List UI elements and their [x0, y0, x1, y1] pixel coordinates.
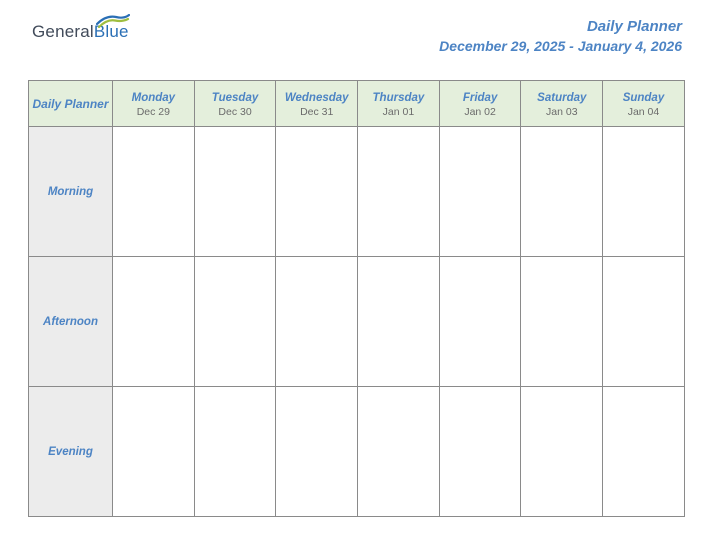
day-date: Dec 30	[195, 106, 276, 118]
header: GeneralBlue Daily Planner December 29, 2…	[0, 0, 712, 72]
cell	[276, 127, 358, 257]
cell	[603, 257, 685, 387]
corner-label: Daily Planner	[29, 81, 113, 127]
cell	[521, 387, 603, 517]
day-name: Monday	[113, 92, 194, 104]
cell	[358, 257, 440, 387]
cell	[521, 257, 603, 387]
cell	[358, 127, 440, 257]
period-label-evening: Evening	[29, 387, 113, 517]
page-title: Daily Planner	[439, 18, 682, 35]
day-header-thu: Thursday Jan 01	[358, 81, 440, 127]
day-name: Friday	[440, 92, 521, 104]
cell	[439, 257, 521, 387]
period-label-morning: Morning	[29, 127, 113, 257]
day-name: Sunday	[603, 92, 684, 104]
cell	[276, 257, 358, 387]
cell	[113, 127, 195, 257]
logo-text-general: General	[32, 22, 94, 41]
day-name: Wednesday	[276, 92, 357, 104]
cell	[113, 387, 195, 517]
day-header-sat: Saturday Jan 03	[521, 81, 603, 127]
cell	[521, 127, 603, 257]
cell	[603, 127, 685, 257]
cell	[194, 257, 276, 387]
day-date: Dec 31	[276, 106, 357, 118]
cell	[439, 127, 521, 257]
day-date: Jan 02	[440, 106, 521, 118]
header-row: Daily Planner Monday Dec 29 Tuesday Dec …	[29, 81, 685, 127]
row-afternoon: Afternoon	[29, 257, 685, 387]
day-date: Jan 04	[603, 106, 684, 118]
row-evening: Evening	[29, 387, 685, 517]
cell	[439, 387, 521, 517]
header-titles: Daily Planner December 29, 2025 - Januar…	[439, 18, 682, 54]
day-header-sun: Sunday Jan 04	[603, 81, 685, 127]
cell	[603, 387, 685, 517]
period-label-afternoon: Afternoon	[29, 257, 113, 387]
page-subtitle: December 29, 2025 - January 4, 2026	[439, 38, 682, 54]
cell	[276, 387, 358, 517]
day-date: Jan 03	[521, 106, 602, 118]
day-name: Tuesday	[195, 92, 276, 104]
planner-table: Daily Planner Monday Dec 29 Tuesday Dec …	[28, 80, 685, 517]
day-header-mon: Monday Dec 29	[113, 81, 195, 127]
cell	[194, 387, 276, 517]
cell	[194, 127, 276, 257]
day-header-fri: Friday Jan 02	[439, 81, 521, 127]
day-name: Thursday	[358, 92, 439, 104]
day-name: Saturday	[521, 92, 602, 104]
cell	[113, 257, 195, 387]
logo-swoosh-icon	[96, 14, 130, 28]
row-morning: Morning	[29, 127, 685, 257]
day-header-tue: Tuesday Dec 30	[194, 81, 276, 127]
day-date: Dec 29	[113, 106, 194, 118]
cell	[358, 387, 440, 517]
day-header-wed: Wednesday Dec 31	[276, 81, 358, 127]
day-date: Jan 01	[358, 106, 439, 118]
